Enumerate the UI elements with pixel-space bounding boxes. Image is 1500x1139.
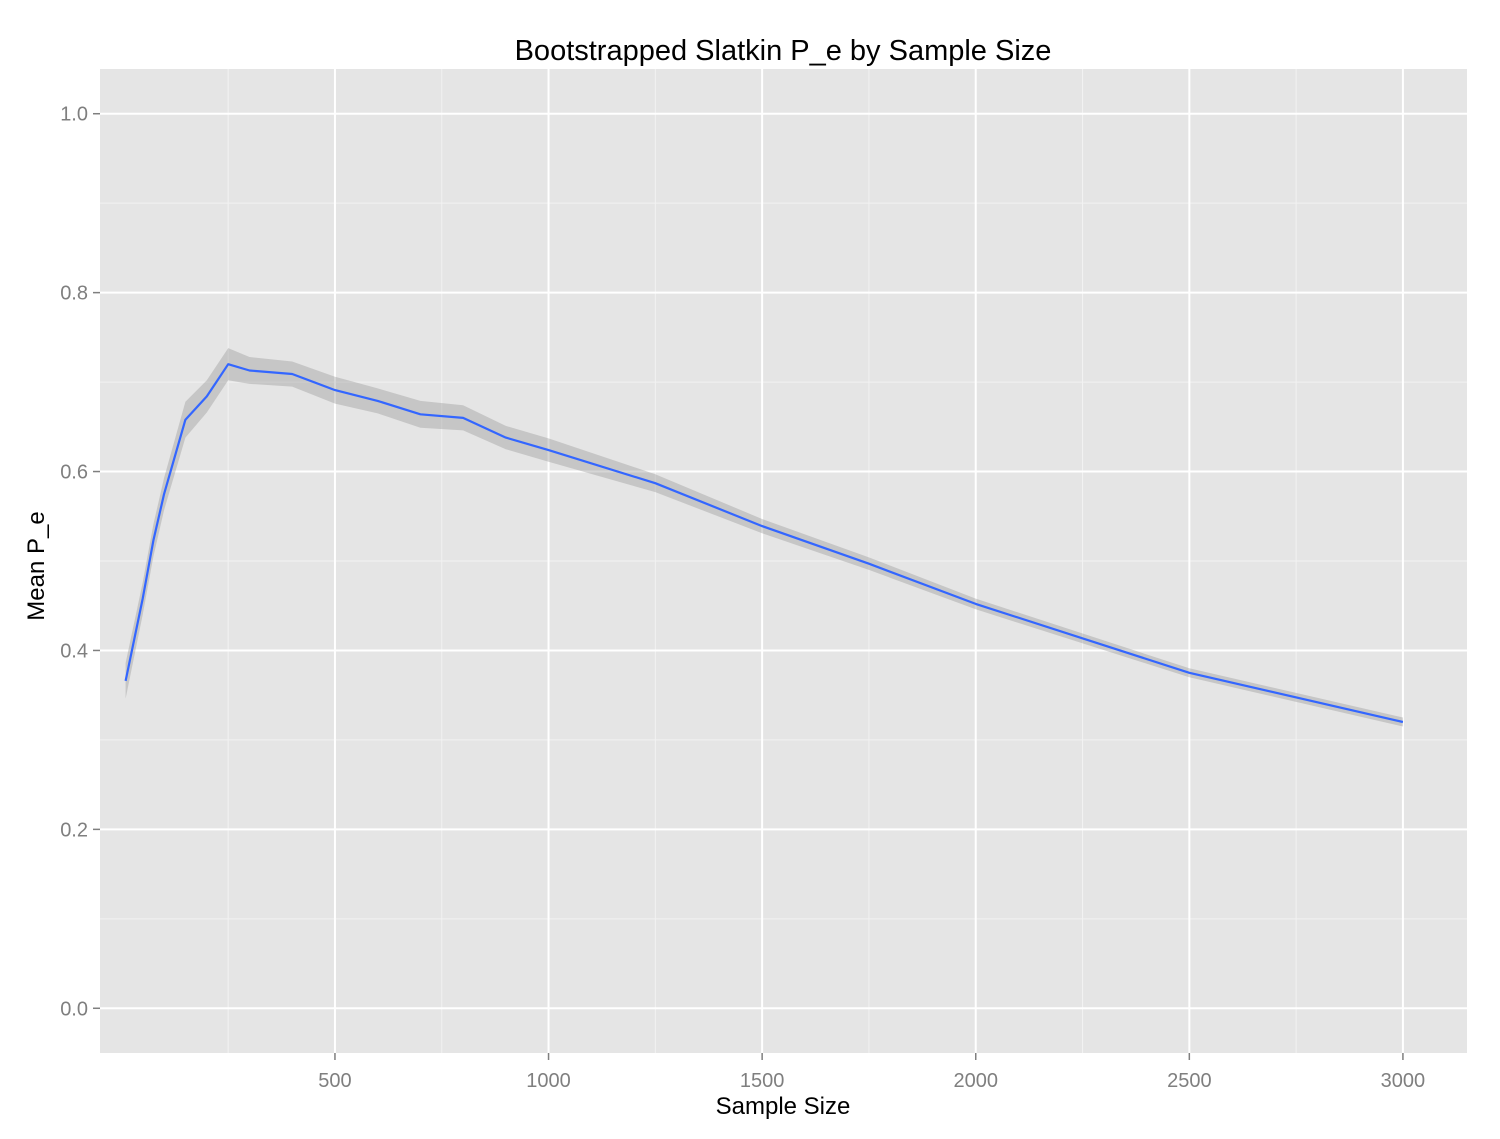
series-line-layer [124, 363, 1404, 724]
x-axis-title: Sample Size [716, 1093, 851, 1120]
y-tick-label: 1.0 [60, 104, 88, 126]
x-tick-label: 500 [318, 1070, 351, 1092]
y-tick-label: 0.8 [60, 283, 88, 305]
y-tick-label: 0.0 [60, 998, 88, 1020]
minor-gridlines [100, 69, 1467, 1053]
y-tick-label: 0.2 [60, 819, 88, 841]
x-tick-label: 3000 [1381, 1070, 1426, 1092]
chart-title: Bootstrapped Slatkin P_e by Sample Size [515, 35, 1052, 67]
y-axis-tick-labels: 0.0 0.2 0.4 0.6 0.8 1.0 [60, 104, 88, 1021]
series-line [124, 363, 1404, 724]
y-tick-label: 0.6 [60, 462, 88, 484]
y-tick-label: 0.4 [60, 640, 88, 662]
confidence-ribbon [125, 348, 1403, 727]
x-tick-label: 2000 [953, 1070, 998, 1092]
x-tick-label: 2500 [1167, 1070, 1212, 1092]
x-tick-label: 1000 [526, 1070, 571, 1092]
x-axis-tick-labels: 500 1000 1500 2000 2500 3000 [318, 1070, 1425, 1092]
axis-tick-marks [93, 112, 1404, 1060]
y-axis-title: Mean P_e [23, 511, 50, 620]
confidence-ribbon-layer [125, 348, 1403, 727]
x-tick-label: 1500 [740, 1070, 785, 1092]
major-gridlines [100, 69, 1467, 1053]
